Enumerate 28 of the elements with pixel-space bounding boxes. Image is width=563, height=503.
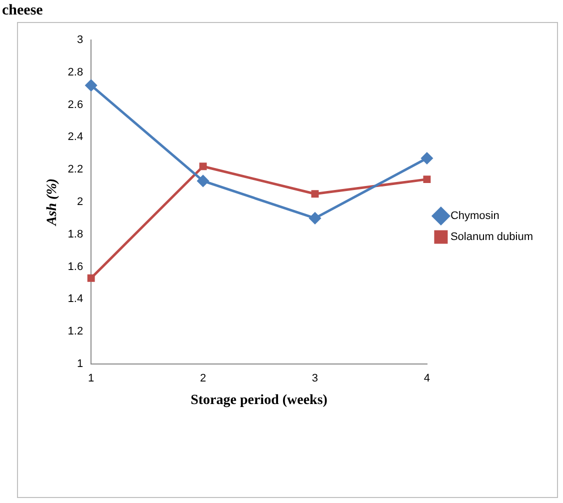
legend-label: Solanum dubium xyxy=(450,231,534,244)
point xyxy=(197,175,209,187)
y-tick-label: 3 xyxy=(76,34,84,46)
y-tick-label: 1.8 xyxy=(68,228,84,240)
point xyxy=(199,162,207,170)
text: cheese xyxy=(2,2,44,18)
y-tick-label: 2 xyxy=(76,196,84,208)
point xyxy=(309,212,321,224)
legend-label: Chymosin xyxy=(450,210,500,222)
point xyxy=(423,176,431,184)
point xyxy=(85,80,97,92)
y-tick-label: 2.6 xyxy=(68,98,84,111)
x-tick-label: 4 xyxy=(424,372,430,385)
y-tick-label: 1.4 xyxy=(68,293,84,306)
y-tick-label: 2.4 xyxy=(68,131,84,144)
y-tick-label: 2.8 xyxy=(68,66,84,78)
x-axis-title: Storage period (weeks) xyxy=(190,393,328,408)
y-axis-title: Ash (%) xyxy=(45,178,60,227)
point xyxy=(421,152,433,164)
point xyxy=(87,274,95,282)
x-tick-label: 2 xyxy=(200,372,206,385)
y-tick-label: 1 xyxy=(76,358,84,370)
y-tick-label: 2.2 xyxy=(68,164,84,176)
y-tick-label: 1.6 xyxy=(68,260,84,273)
y-tick-label: 1.2 xyxy=(68,326,84,338)
x-tick-label: 1 xyxy=(88,372,94,385)
point xyxy=(311,190,319,198)
x-tick-label: 3 xyxy=(312,372,318,385)
